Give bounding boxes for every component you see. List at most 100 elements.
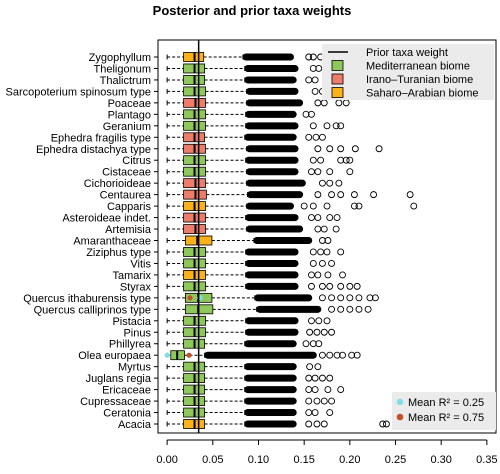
outlier-point bbox=[315, 65, 323, 72]
taxon-row: Zygophyllum bbox=[89, 52, 325, 64]
taxon-label: Theligonum bbox=[94, 63, 151, 75]
outlier-point bbox=[300, 202, 308, 210]
taxon-row: Citrus bbox=[122, 155, 354, 167]
outlier-point bbox=[371, 294, 379, 302]
outlier-point bbox=[318, 282, 326, 290]
mean-legend-label: Mean R² = 0.75 bbox=[408, 412, 484, 424]
outlier-point bbox=[318, 351, 326, 359]
outlier-point bbox=[313, 397, 321, 405]
mean-legend-dot bbox=[396, 398, 404, 406]
outlier-point bbox=[346, 294, 354, 302]
taxon-label: Centaurea bbox=[100, 190, 152, 202]
outlier-point bbox=[337, 305, 345, 313]
taxon-label: Geranium bbox=[103, 121, 151, 133]
outlier-point bbox=[339, 351, 346, 359]
outlier-point bbox=[355, 202, 363, 210]
legend-swatch bbox=[331, 73, 344, 85]
x-tick-label: 0.35 bbox=[476, 454, 497, 466]
outlier-point bbox=[326, 168, 334, 176]
outlier-point bbox=[326, 374, 334, 382]
outlier-point bbox=[337, 156, 345, 164]
outlier-point bbox=[315, 317, 323, 325]
taxon-label: Ceratonia bbox=[103, 408, 152, 420]
x-tick-label: 0.05 bbox=[202, 454, 223, 466]
outlier-point bbox=[317, 248, 325, 256]
outlier-point bbox=[309, 122, 317, 130]
outlier-point bbox=[309, 248, 317, 256]
taxon-label: Zygophyllum bbox=[89, 52, 151, 64]
outlier-point bbox=[337, 145, 345, 153]
legend-label: Prior taxa weight bbox=[366, 47, 448, 59]
outlier-point bbox=[366, 294, 374, 302]
outlier-point bbox=[346, 305, 354, 313]
taxon-row: Pistacia bbox=[112, 316, 331, 328]
taxon-label: Myrtus bbox=[118, 362, 152, 374]
outlier-point bbox=[323, 317, 331, 325]
outlier-point bbox=[326, 282, 334, 290]
outlier-point bbox=[318, 237, 326, 244]
outlier-point bbox=[314, 214, 322, 222]
outlier-point bbox=[348, 351, 356, 359]
outlier-point bbox=[306, 363, 314, 371]
outlier-point bbox=[342, 156, 350, 164]
outlier-point bbox=[312, 133, 320, 141]
outlier-point bbox=[308, 168, 315, 176]
outlier-point bbox=[337, 122, 345, 130]
outlier-point bbox=[328, 259, 336, 267]
outlier-point bbox=[342, 99, 350, 107]
outlier-point bbox=[410, 202, 418, 210]
legend-label: Mediterranean biome bbox=[366, 61, 470, 73]
x-tick-label: 0.15 bbox=[293, 454, 314, 466]
taxon-row: Cistaceae bbox=[102, 167, 354, 179]
outlier-point bbox=[320, 225, 328, 233]
x-tick-label: 0.20 bbox=[339, 454, 360, 466]
outlier-point bbox=[305, 133, 313, 141]
taxon-label: Capparis bbox=[107, 201, 152, 213]
outlier-point bbox=[318, 133, 326, 141]
mean-legend-dot bbox=[396, 413, 404, 421]
taxon-label: Quercus ithaburensis type bbox=[23, 293, 151, 305]
legend-swatch bbox=[331, 60, 344, 71]
mean-r2-025-point bbox=[164, 352, 170, 358]
taxon-label: Acacia bbox=[118, 419, 152, 431]
taxon-row: Thalictrum bbox=[100, 75, 319, 87]
taxon-row: Capparis bbox=[107, 201, 418, 213]
taxon-row: Quercus ithaburensis type bbox=[23, 293, 379, 305]
outlier-point bbox=[328, 305, 336, 313]
taxon-label: Pinus bbox=[123, 327, 151, 339]
mean-r2-075-point bbox=[187, 295, 193, 301]
mean-r2-075-point bbox=[186, 352, 192, 358]
outlier-point bbox=[332, 122, 340, 130]
taxon-label: Vitis bbox=[130, 258, 151, 270]
outlier-point bbox=[326, 179, 334, 187]
taxon-row: Juglans regia bbox=[86, 373, 334, 385]
legend-box bbox=[322, 44, 494, 100]
outlier-point bbox=[311, 76, 319, 84]
outlier-point bbox=[333, 351, 341, 359]
outlier-point bbox=[323, 202, 331, 210]
x-tick-label: 0.30 bbox=[430, 454, 451, 466]
outlier-point bbox=[305, 53, 313, 61]
taxon-row: Myrtus bbox=[118, 362, 322, 374]
outlier-point bbox=[353, 351, 361, 359]
taxon-row: Artemisia bbox=[105, 224, 340, 236]
taxon-row: Ericaceae bbox=[102, 385, 345, 397]
taxon-label: Ericaceae bbox=[102, 385, 151, 397]
taxon-row: Acacia bbox=[118, 419, 390, 431]
outlier-point bbox=[302, 110, 310, 118]
outlier-point bbox=[370, 191, 378, 199]
outlier-point bbox=[350, 202, 358, 210]
outlier-point bbox=[308, 110, 315, 118]
outlier-point bbox=[317, 156, 325, 164]
outlier-point bbox=[332, 225, 340, 233]
outlier-point bbox=[314, 271, 322, 279]
outlier-point bbox=[309, 202, 317, 210]
taxon-label: Phillyrea bbox=[109, 339, 152, 351]
legend-swatch bbox=[331, 87, 344, 98]
outlier-point bbox=[328, 191, 336, 199]
outlier-point bbox=[314, 225, 322, 233]
outlier-point bbox=[355, 294, 363, 302]
outlier-point bbox=[337, 386, 345, 394]
outlier-point bbox=[346, 156, 354, 164]
